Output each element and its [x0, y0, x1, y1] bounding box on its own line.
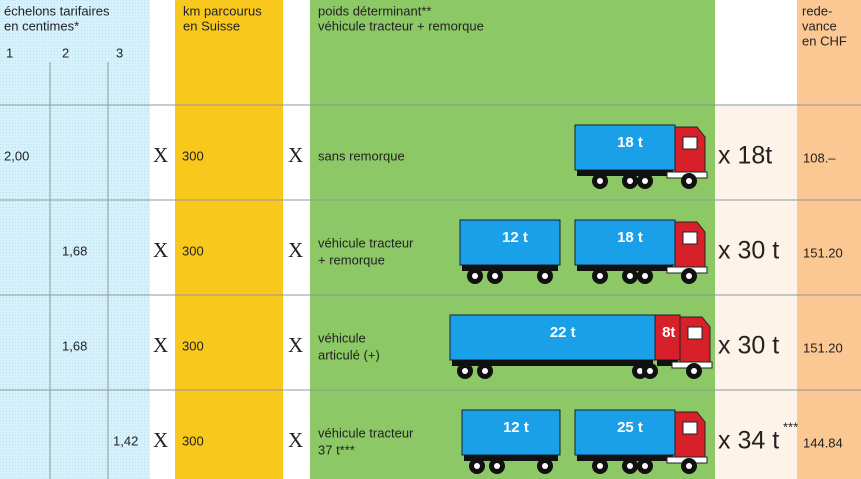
load-label: 22 t: [550, 324, 576, 341]
tariff-rate: 1,68: [62, 338, 87, 353]
tariff-table: échelons tarifairesen centimes* 1 2 3 km par…: [0, 0, 861, 479]
cab-window: [683, 422, 697, 434]
weight-factor: x 18t: [718, 142, 772, 170]
load-label: 8t: [662, 324, 675, 341]
fee-value: 144.84: [803, 435, 843, 450]
hub: [647, 368, 653, 374]
tariff-level: 2: [62, 45, 69, 60]
km-value: 300: [182, 433, 204, 448]
hub: [542, 463, 548, 469]
hub: [627, 178, 633, 184]
fee-value: 108.–: [803, 150, 836, 165]
hub: [542, 273, 548, 279]
vehicle-type: sans remorque: [318, 148, 405, 163]
header-text: en CHF: [802, 33, 847, 48]
vehicle-type: 37 t***: [318, 442, 355, 457]
hub: [597, 178, 603, 184]
multiply-sign: X: [153, 143, 168, 167]
weight-factor: x 30 t: [718, 332, 779, 360]
hub: [474, 463, 480, 469]
header-text: véhicule tracteur + remorque: [318, 18, 484, 33]
truck: 18 t: [575, 125, 707, 189]
hub: [686, 463, 692, 469]
hub: [472, 273, 478, 279]
tariff-level: 3: [116, 45, 123, 60]
tariff-rate: 2,00: [4, 148, 29, 163]
load-label: 12 t: [502, 229, 528, 246]
cab-window: [688, 327, 702, 339]
km-value: 300: [182, 338, 204, 353]
hub: [686, 273, 692, 279]
hub: [482, 368, 488, 374]
km-value: 300: [182, 148, 204, 163]
multiply-sign: X: [153, 333, 168, 357]
multiply-sign: X: [153, 428, 168, 452]
tariff-column: [0, 0, 150, 479]
hub: [597, 463, 603, 469]
load-label: 18 t: [617, 134, 643, 151]
hub: [691, 368, 697, 374]
vehicle-type: véhicule: [318, 330, 366, 345]
hub: [494, 463, 500, 469]
hub: [627, 273, 633, 279]
cab: [680, 317, 710, 365]
multiply-sign: X: [288, 333, 303, 357]
cab: [675, 127, 705, 175]
cab-window: [683, 232, 697, 244]
multiply-sign: X: [288, 143, 303, 167]
km-value: 300: [182, 243, 204, 258]
vehicle-type: véhicule tracteur: [318, 235, 414, 250]
header-text: en Suisse: [183, 18, 240, 33]
cab: [675, 412, 705, 460]
header-text: en centimes*: [4, 18, 79, 33]
hub: [462, 368, 468, 374]
header-text: vance: [802, 18, 837, 33]
load-label: 25 t: [617, 419, 643, 436]
header-text: km parcourus: [183, 3, 262, 18]
hub: [642, 178, 648, 184]
hub: [627, 463, 633, 469]
fee-column: [797, 0, 861, 479]
tariff-rate: 1,42: [113, 433, 138, 448]
hub: [686, 178, 692, 184]
header-text: rede-: [802, 3, 832, 18]
hub: [642, 273, 648, 279]
vehicle-type: articulé (+): [318, 347, 380, 362]
km-column: [175, 0, 283, 479]
load-label: 12 t: [503, 419, 529, 436]
tariff-level: 1: [6, 45, 13, 60]
cab-window: [683, 137, 697, 149]
weight-factor: x 30 t: [718, 237, 779, 265]
fee-value: 151.20: [803, 340, 843, 355]
weight-factor: x 34 t: [718, 427, 779, 455]
weight-note: ***: [783, 419, 798, 434]
multiply-sign: X: [153, 238, 168, 262]
hub: [642, 463, 648, 469]
tariff-rate: 1,68: [62, 243, 87, 258]
cab: [675, 222, 705, 270]
multiply-sign: X: [288, 428, 303, 452]
header-text: échelons tarifaires: [4, 3, 110, 18]
vehicle-type: + remorque: [318, 252, 385, 267]
hub: [597, 273, 603, 279]
fee-value: 151.20: [803, 245, 843, 260]
hub: [492, 273, 498, 279]
vehicle-type: véhicule tracteur: [318, 425, 414, 440]
header-text: poids déterminant**: [318, 3, 431, 18]
load-label: 18 t: [617, 229, 643, 246]
multiply-sign: X: [288, 238, 303, 262]
